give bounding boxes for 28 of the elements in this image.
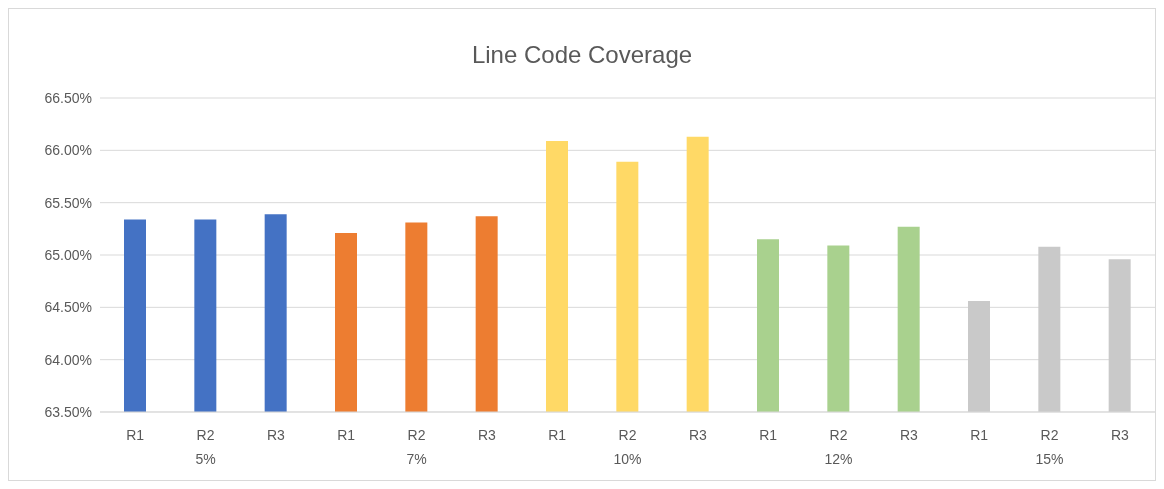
text: 15% bbox=[1035, 451, 1064, 467]
text: 10% bbox=[613, 451, 642, 467]
y-tick-label: 65.50% bbox=[44, 194, 92, 211]
x-tick-label: R3 bbox=[266, 427, 285, 443]
x-tick-label: R2 bbox=[829, 427, 848, 443]
x-tick-label: R1 bbox=[337, 427, 356, 443]
y-tick-label: 63.50% bbox=[44, 403, 92, 420]
y-tick-label: 65.00% bbox=[44, 246, 92, 263]
x-tick-label: R1 bbox=[126, 427, 145, 443]
x-tick-label: R3 bbox=[688, 427, 707, 443]
x-tick-label: R1 bbox=[970, 427, 989, 443]
y-tick-label: 64.00% bbox=[44, 351, 92, 368]
x-tick-label: R2 bbox=[618, 427, 637, 443]
x-tick-label: R3 bbox=[899, 427, 918, 443]
y-tick-label: 66.50% bbox=[44, 89, 92, 106]
text: 12% bbox=[824, 451, 853, 467]
x-tick-label: R1 bbox=[548, 427, 567, 443]
x-tick-label: R1 bbox=[759, 427, 778, 443]
x-tick-label: R3 bbox=[1110, 427, 1129, 443]
text: 5% bbox=[195, 451, 216, 467]
x-tick-label: R2 bbox=[196, 427, 215, 443]
chart-title: Line Code Coverage bbox=[470, 40, 694, 69]
x-tick-label: R2 bbox=[407, 427, 426, 443]
x-tick-label: R2 bbox=[1040, 427, 1059, 443]
text: 7% bbox=[406, 451, 427, 467]
y-tick-label: 64.50% bbox=[44, 299, 92, 316]
y-tick-label: 66.00% bbox=[44, 142, 92, 159]
x-tick-label: R3 bbox=[477, 427, 496, 443]
